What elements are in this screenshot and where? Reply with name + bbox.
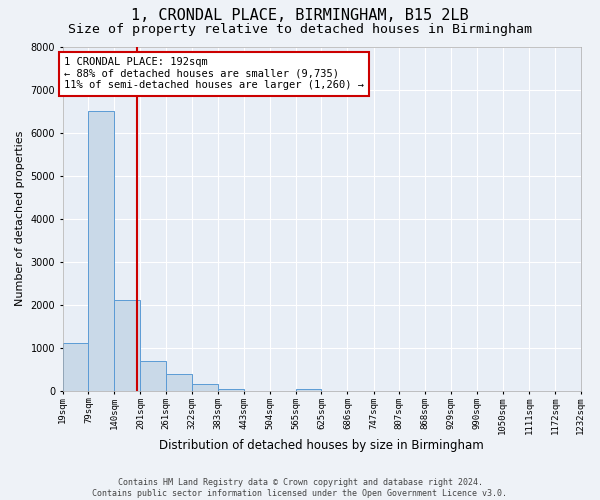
Bar bbox=[140, 360, 166, 391]
Bar bbox=[296, 388, 322, 391]
Bar bbox=[218, 388, 244, 391]
Text: Contains HM Land Registry data © Crown copyright and database right 2024.
Contai: Contains HM Land Registry data © Crown c… bbox=[92, 478, 508, 498]
Y-axis label: Number of detached properties: Number of detached properties bbox=[15, 131, 25, 306]
Bar bbox=[63, 344, 88, 391]
Text: 1 CRONDAL PLACE: 192sqm
← 88% of detached houses are smaller (9,735)
11% of semi: 1 CRONDAL PLACE: 192sqm ← 88% of detache… bbox=[64, 58, 364, 90]
Bar bbox=[192, 384, 218, 391]
Text: Size of property relative to detached houses in Birmingham: Size of property relative to detached ho… bbox=[68, 22, 532, 36]
Text: 1, CRONDAL PLACE, BIRMINGHAM, B15 2LB: 1, CRONDAL PLACE, BIRMINGHAM, B15 2LB bbox=[131, 8, 469, 22]
Bar bbox=[166, 374, 192, 391]
X-axis label: Distribution of detached houses by size in Birmingham: Distribution of detached houses by size … bbox=[159, 440, 484, 452]
Bar bbox=[88, 111, 115, 391]
Bar bbox=[115, 300, 140, 391]
